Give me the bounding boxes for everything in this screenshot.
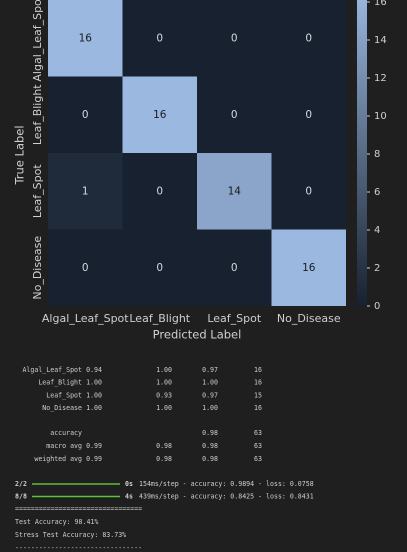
report-value: 0.98 [202, 429, 218, 437]
heatmap-cell [122, 229, 197, 306]
y-tick-label: Leaf_Blight [31, 84, 44, 145]
heatmap-cell [48, 76, 123, 153]
report-label: macro avg [46, 442, 82, 450]
colorbar-tick-label: 0 [374, 301, 380, 312]
cell-label: 0 [231, 109, 238, 121]
heatmap-cell [122, 0, 197, 77]
report-value: 1.00 [86, 391, 102, 399]
colorbar-tick-label: 6 [374, 187, 380, 198]
cell-label: 0 [82, 109, 89, 121]
y-tick-label: No_Disease [31, 236, 44, 300]
report-value: 1.00 [202, 404, 218, 412]
y-tick-label: Leaf_Spot [31, 164, 44, 219]
log-line: ================================ [15, 505, 142, 513]
report-label: accuracy [50, 429, 82, 437]
heatmap-cell [48, 0, 123, 77]
report-label: Algal_Leaf_Spot [22, 366, 82, 374]
cell-label: 0 [82, 262, 89, 274]
report-value: 0.99 [86, 455, 102, 463]
report-value: 0.98 [156, 442, 172, 450]
report-value: 63 [254, 455, 262, 463]
colorbar [357, 0, 367, 306]
report-value: 0.98 [202, 455, 218, 463]
log-line: Test Accuracy: 98.41% [15, 518, 98, 526]
progress-info: 439ms/step - accuracy: 0.8425 - loss: 0.… [139, 493, 314, 501]
heatmap-cell [197, 229, 272, 306]
colorbar-tick-label: 8 [374, 149, 380, 160]
y-tick-label: Algal_Leaf_Spot [31, 0, 44, 82]
report-value: 0.94 [86, 366, 102, 374]
heatmap-cell [122, 153, 197, 230]
x-tick-label: Leaf_Spot [207, 312, 262, 325]
progress-step: 2/2 [15, 480, 27, 488]
cell-label: 0 [305, 32, 312, 44]
cell-label: 0 [156, 32, 163, 44]
colorbar-tick-label: 4 [374, 225, 380, 236]
cell-label: 16 [153, 109, 167, 121]
report-value: 0.97 [202, 391, 218, 399]
heatmap-cell [122, 76, 197, 153]
heatmap-cell [271, 0, 346, 77]
report-label: weighted avg [34, 455, 82, 463]
report-value: 0.97 [202, 366, 218, 374]
report-label: Leaf_Spot [46, 391, 82, 399]
progress-time: 4s [125, 493, 133, 501]
progress-step: 8/8 [15, 493, 27, 501]
report-value: 1.00 [86, 379, 102, 387]
log-line: Stress Test Accuracy: 83.73% [15, 531, 126, 539]
cell-label: 0 [231, 32, 238, 44]
report-value: 63 [254, 442, 262, 450]
cell-label: 14 [228, 185, 242, 197]
report-value: 1.00 [156, 379, 172, 387]
colorbar-tick-label: 16 [374, 0, 387, 8]
log-line: -------------------------------- [15, 544, 142, 552]
report-value: 1.00 [86, 404, 102, 412]
cell-label: 16 [302, 262, 316, 274]
report-value: 0.98 [202, 442, 218, 450]
report-value: 1.00 [202, 379, 218, 387]
cell-label: 1 [82, 185, 89, 197]
colorbar-tick-label: 10 [374, 111, 387, 122]
cell-label: 16 [79, 32, 93, 44]
heatmap-cell [197, 76, 272, 153]
heatmap-cell [271, 229, 346, 306]
colorbar-tick-label: 14 [374, 35, 387, 46]
cell-label: 0 [305, 109, 312, 121]
heatmap-cell [48, 229, 123, 306]
heatmap-cell [271, 153, 346, 230]
colorbar-tick-label: 12 [374, 73, 387, 84]
report-value: 1.00 [156, 404, 172, 412]
heatmap-cell [197, 153, 272, 230]
report-value: 16 [254, 366, 262, 374]
x-axis-label: Predicted Label [153, 328, 242, 342]
cell-label: 0 [156, 262, 163, 274]
heatmap-cell [48, 153, 123, 230]
cell-label: 0 [231, 262, 238, 274]
report-label: Leaf_Blight [38, 379, 82, 387]
report-value: 0.98 [156, 455, 172, 463]
heatmap-cell [197, 0, 272, 77]
report-value: 16 [254, 404, 262, 412]
progress-time: 0s [125, 480, 133, 488]
heatmap-cell [271, 76, 346, 153]
cell-label: 0 [305, 185, 312, 197]
report-label: No_Disease [42, 404, 82, 412]
x-tick-label: Leaf_Blight [129, 312, 190, 325]
x-tick-label: No_Disease [277, 312, 341, 325]
report-value: 1.00 [156, 366, 172, 374]
colorbar-tick-label: 2 [374, 263, 380, 274]
y-axis-label: True Label [13, 125, 27, 185]
progress-info: 154ms/step - accuracy: 0.9894 - loss: 0.… [139, 480, 314, 488]
report-value: 63 [254, 429, 262, 437]
report-value: 0.99 [86, 442, 102, 450]
report-value: 15 [254, 391, 262, 399]
report-value: 0.93 [156, 391, 172, 399]
report-value: 16 [254, 379, 262, 387]
cell-label: 0 [156, 185, 163, 197]
x-tick-label: Algal_Leaf_Spot [42, 312, 129, 325]
